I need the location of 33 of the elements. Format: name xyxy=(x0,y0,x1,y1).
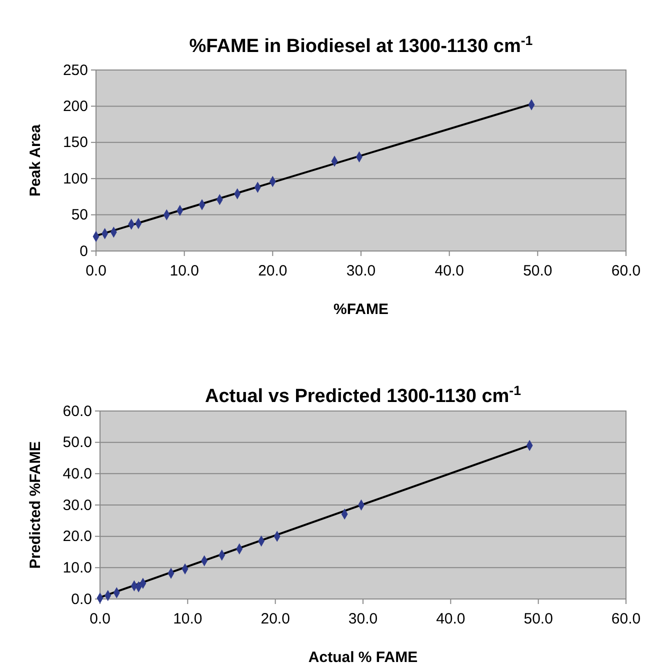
x-tick-label: 60.0 xyxy=(611,610,641,628)
x-tick-label: 20.0 xyxy=(260,610,290,628)
x-tick-label: 10.0 xyxy=(173,610,202,628)
x-axis-title: Actual % FAME xyxy=(308,649,418,666)
x-tick-label: 40.0 xyxy=(434,262,464,280)
y-axis-title: Peak Area xyxy=(27,124,44,196)
x-tick-label: 40.0 xyxy=(436,610,466,628)
y-tick-label: 200 xyxy=(62,98,88,115)
y-tick-label: 250 xyxy=(62,62,88,79)
x-tick-label: 10.0 xyxy=(170,262,199,280)
y-tick-label: 0 xyxy=(80,242,88,260)
y-tick-label: 100 xyxy=(62,170,88,188)
chart-title: %FAME in Biodiesel at 1300-1130 cm$^{-1}$ xyxy=(189,32,534,57)
y-tick-label: 50 xyxy=(71,206,88,224)
y-tick-label: 10.0 xyxy=(62,559,92,576)
x-tick-label: 0.0 xyxy=(86,262,106,280)
x-tick-label: 60.0 xyxy=(611,262,641,280)
y-tick-label: 0.0 xyxy=(71,590,92,608)
y-tick-label: 20.0 xyxy=(62,528,92,546)
y-tick-label: 60.0 xyxy=(62,402,92,420)
x-tick-label: 20.0 xyxy=(258,262,288,280)
x-tick-label: 30.0 xyxy=(346,262,376,280)
x-tick-label: 30.0 xyxy=(348,610,378,628)
x-tick-label: 50.0 xyxy=(523,262,552,280)
y-tick-label: 150 xyxy=(62,134,88,152)
x-axis-title: %FAME xyxy=(333,301,389,318)
y-tick-label: 40.0 xyxy=(62,465,92,482)
y-tick-label: 50.0 xyxy=(62,434,92,452)
y-axis-title: Predicted %FAME xyxy=(27,441,44,569)
x-tick-label: 50.0 xyxy=(524,610,553,628)
chart-title: Actual vs Predicted 1300-1130 cm$^{-1}$ xyxy=(204,382,522,407)
x-tick-label: 0.0 xyxy=(90,610,110,628)
y-tick-label: 30.0 xyxy=(62,496,92,514)
